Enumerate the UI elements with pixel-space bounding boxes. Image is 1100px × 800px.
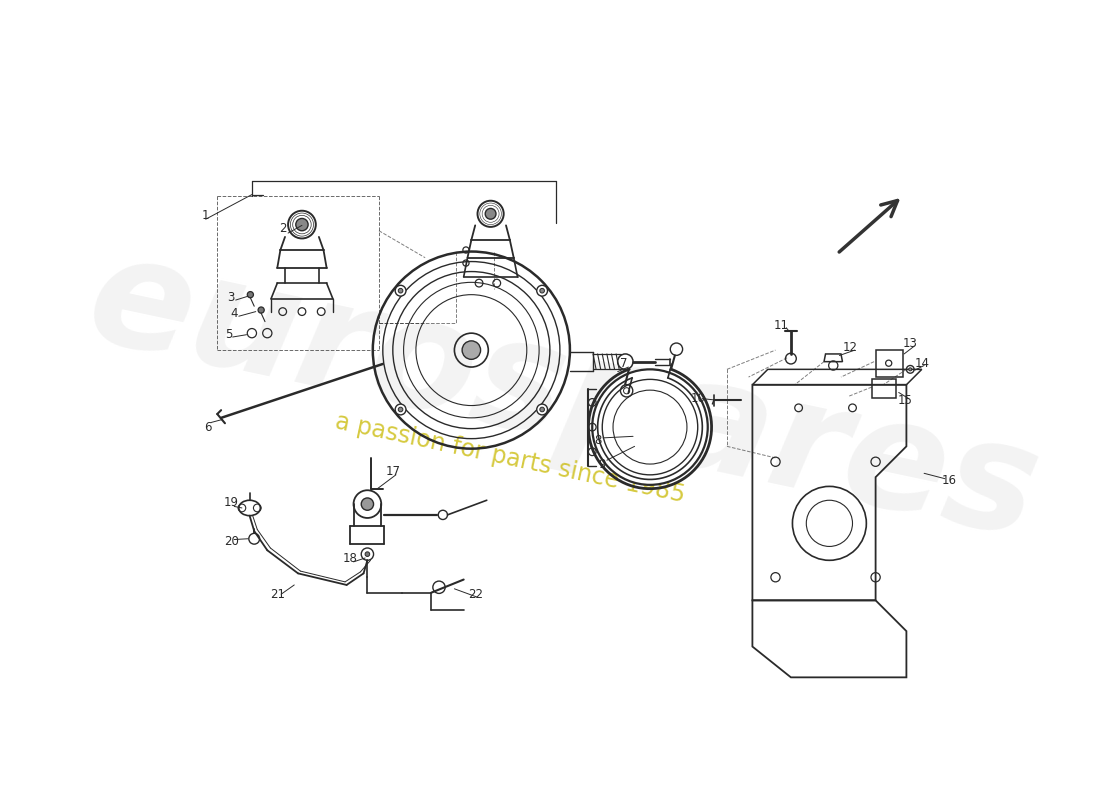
Text: 11: 11	[774, 319, 789, 332]
Text: 21: 21	[270, 589, 285, 602]
Text: 19: 19	[223, 496, 239, 509]
Circle shape	[248, 291, 253, 298]
Text: 6: 6	[205, 421, 212, 434]
Text: 9: 9	[598, 458, 606, 470]
Text: a passion for parts since 1985: a passion for parts since 1985	[332, 409, 688, 506]
Text: 16: 16	[942, 474, 956, 487]
Circle shape	[462, 341, 481, 359]
Text: 1: 1	[202, 209, 209, 222]
Circle shape	[395, 286, 406, 296]
Circle shape	[398, 288, 403, 293]
Circle shape	[485, 209, 496, 219]
Text: 3: 3	[228, 291, 234, 304]
Text: 14: 14	[914, 358, 929, 370]
Text: 22: 22	[468, 589, 483, 602]
Text: 7: 7	[620, 358, 628, 370]
Circle shape	[258, 307, 264, 313]
Text: 13: 13	[903, 338, 917, 350]
Circle shape	[395, 404, 406, 415]
Text: 2: 2	[279, 222, 286, 235]
Circle shape	[540, 407, 544, 412]
Text: 5: 5	[226, 328, 232, 341]
Text: 17: 17	[385, 466, 400, 478]
Circle shape	[537, 404, 548, 415]
Text: eurospares: eurospares	[76, 223, 1052, 570]
Text: 8: 8	[595, 434, 602, 447]
Circle shape	[909, 368, 912, 371]
Text: 20: 20	[223, 534, 239, 547]
Text: 18: 18	[342, 551, 358, 565]
Circle shape	[365, 552, 370, 557]
Text: 10: 10	[691, 392, 705, 405]
Circle shape	[592, 370, 707, 485]
Circle shape	[398, 407, 403, 412]
Circle shape	[361, 498, 374, 510]
Circle shape	[537, 286, 548, 296]
Circle shape	[296, 218, 308, 230]
Text: 15: 15	[898, 394, 912, 406]
Text: 4: 4	[230, 307, 238, 321]
Circle shape	[540, 288, 544, 293]
Text: 12: 12	[843, 342, 858, 354]
